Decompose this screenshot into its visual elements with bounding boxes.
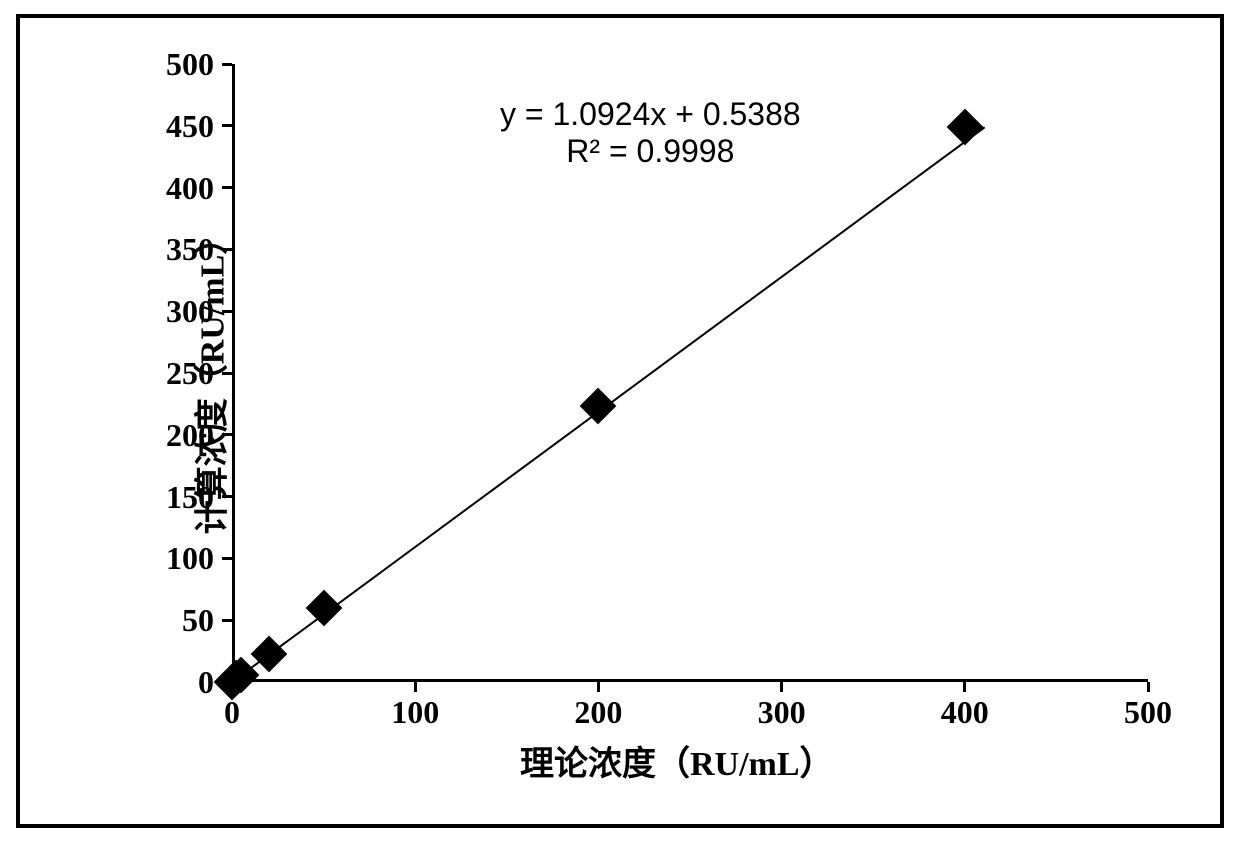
x-tick-label: 300 [742,694,822,731]
x-tick [414,682,417,692]
y-tick [222,619,232,622]
x-tick-label: 500 [1108,694,1188,731]
y-tick-label: 500 [132,46,214,83]
y-tick [222,557,232,560]
x-tick [1147,682,1150,692]
equation-annotation: y = 1.0924x + 0.5388 R² = 0.9998 [500,96,801,170]
y-tick-label: 450 [132,108,214,145]
x-tick-label: 100 [375,694,455,731]
y-tick [222,124,232,127]
x-tick-label: 400 [925,694,1005,731]
x-tick [963,682,966,692]
y-axis-title: 计算浓度（RU/mL） [184,221,233,535]
y-tick [222,63,232,66]
x-axis-title: 理论浓度（RU/mL） [520,736,834,785]
y-tick-label: 400 [132,170,214,207]
y-tick-label: 50 [132,602,214,639]
x-tick [780,682,783,692]
x-tick [597,682,600,692]
r-squared-text: R² = 0.9998 [500,133,801,170]
x-tick-label: 200 [558,694,638,731]
y-tick-label: 100 [132,540,214,577]
y-tick [222,186,232,189]
equation-text: y = 1.0924x + 0.5388 [500,96,801,133]
